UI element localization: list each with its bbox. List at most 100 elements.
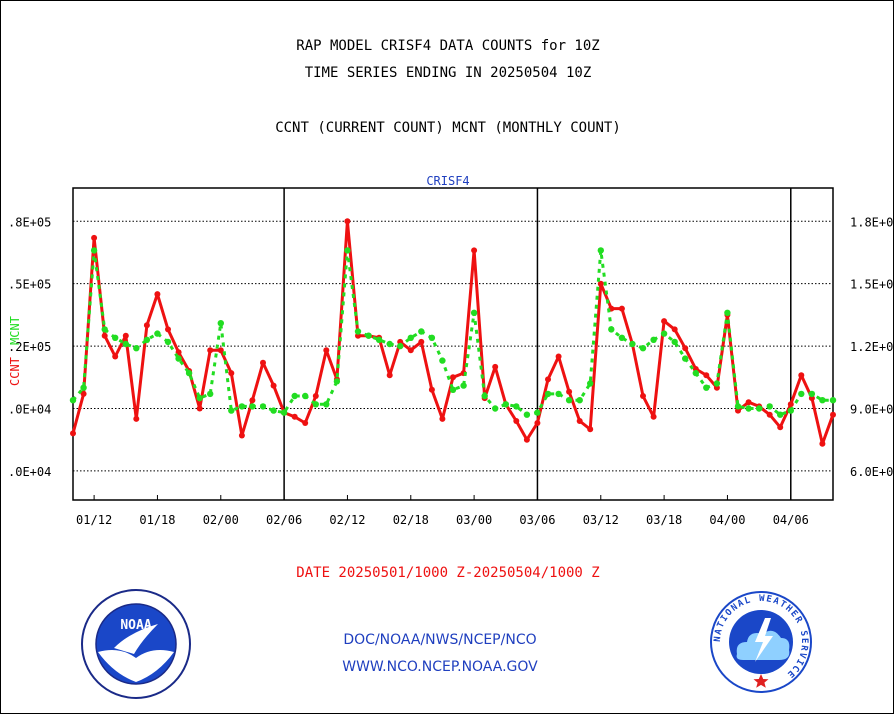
mcnt-point [270, 407, 277, 414]
mcnt-point [460, 382, 467, 389]
mcnt-point [713, 380, 721, 387]
mcnt-point [734, 403, 742, 410]
y-tick-label-right: 9.0E+0 [850, 402, 893, 416]
x-tick-label: 04/06 [773, 513, 809, 527]
mcnt-point [154, 330, 161, 337]
ccnt-point [80, 390, 87, 397]
x-tick-label: 02/06 [266, 513, 302, 527]
ccnt-point [207, 347, 214, 354]
mcnt-point [375, 336, 383, 343]
ccnt-point [439, 415, 446, 422]
ccnt-point [101, 332, 108, 339]
mcnt-point [544, 390, 552, 398]
ccnt-point [682, 345, 689, 352]
ccnt-point [312, 393, 319, 399]
mcnt-point [745, 405, 752, 412]
mcnt-point [196, 394, 203, 402]
ccnt-point [238, 432, 245, 439]
ccnt-point [640, 393, 646, 399]
ccnt-point [450, 374, 456, 381]
grid [73, 220, 833, 472]
ccnt-point [703, 372, 710, 379]
mcnt-point [639, 345, 647, 352]
ccnt-point [555, 353, 562, 360]
x-tick-label: 03/06 [519, 513, 555, 527]
ccnt-point [260, 359, 266, 366]
mcnt-point [703, 384, 710, 391]
ccnt-point [671, 326, 678, 333]
mcnt-point [587, 380, 594, 387]
ccnt-point [566, 388, 573, 395]
mcnt-point [312, 401, 319, 408]
y-tick-label-right: 1.5E+0 [850, 278, 893, 292]
x-tick-label: 04/00 [709, 513, 745, 527]
ccnt-point [270, 382, 277, 389]
mcnt-point [481, 392, 488, 400]
mcnt-point [555, 390, 562, 398]
mcnt-point [534, 409, 541, 416]
title-line-1: RAP MODEL CRISF4 DATA COUNTS for 10Z [296, 38, 600, 54]
mcnt-point [397, 342, 404, 350]
y-tick-label-left: .8E+05 [8, 215, 51, 229]
ccnt-point [228, 370, 235, 377]
ccnt-line [71, 219, 835, 446]
noaa-logo-text: NOAA [120, 618, 151, 633]
y-tick-label-left: .0E+04 [8, 465, 51, 479]
mcnt-point [133, 345, 140, 352]
mcnt-point [386, 340, 393, 348]
mcnt-point [164, 338, 172, 346]
x-tick-label: 03/00 [456, 513, 492, 527]
mcnt-point [333, 378, 341, 385]
mcnt-point [291, 392, 298, 400]
mcnt-point [323, 401, 330, 408]
y-tick-label-right: 1.2E+0 [850, 340, 893, 354]
x-tick-label: 02/12 [329, 513, 365, 527]
mcnt-point [280, 409, 288, 416]
mcnt-point [418, 328, 425, 335]
mcnt-point [259, 403, 267, 410]
x-tick-label: 02/00 [203, 513, 239, 527]
mcnt-point [523, 411, 531, 418]
x-tick-label: 02/18 [393, 513, 429, 527]
url-link[interactable]: WWW.NCO.NCEP.NOAA.GOV [342, 659, 538, 675]
y-tick-label-left: .5E+05 [8, 278, 51, 292]
ccnt-point [534, 420, 541, 426]
mcnt-point [90, 247, 98, 254]
mcnt-point [682, 355, 689, 362]
mcnt-point [755, 405, 763, 412]
ccnt-point [344, 218, 351, 225]
mcnt-point [101, 326, 108, 333]
mcnt-point [724, 309, 731, 316]
mcnt-point [249, 403, 256, 410]
mcnt-point [829, 397, 837, 404]
mcnt-point [143, 336, 151, 343]
y-tick-label-right: 1.8E+0 [850, 215, 893, 229]
ylabel-ccnt: CCNT [8, 357, 22, 386]
ccnt-point [587, 426, 594, 433]
ccnt-point [133, 415, 140, 422]
mcnt-point [618, 334, 626, 341]
org-link[interactable]: DOC/NOAA/NWS/NCEP/NCO [343, 632, 537, 648]
ccnt-point [618, 305, 625, 312]
ccnt-point [196, 405, 203, 412]
mcnt-point [449, 386, 457, 393]
ccnt-point [112, 353, 119, 360]
mcnt-point [112, 334, 119, 341]
ccnt-point [545, 376, 551, 383]
y-tick-label-left: .2E+05 [8, 340, 51, 354]
ccnt-point [428, 386, 435, 393]
ccnt-point [91, 234, 98, 241]
mcnt-point [207, 390, 214, 398]
ccnt-point [165, 326, 171, 333]
title-line-2: TIME SERIES ENDING IN 20250504 10Z [304, 65, 592, 81]
mcnt-point [660, 330, 668, 337]
noaa-logo-icon: NOAA [81, 589, 191, 699]
ccnt-point [523, 436, 530, 443]
ccnt-point [471, 247, 478, 254]
ccnt-point [787, 401, 794, 408]
ccnt-point [830, 411, 836, 418]
mcnt-point [629, 340, 636, 348]
ccnt-point [661, 318, 668, 325]
ccnt-point [386, 372, 393, 379]
mcnt-point [69, 397, 77, 404]
